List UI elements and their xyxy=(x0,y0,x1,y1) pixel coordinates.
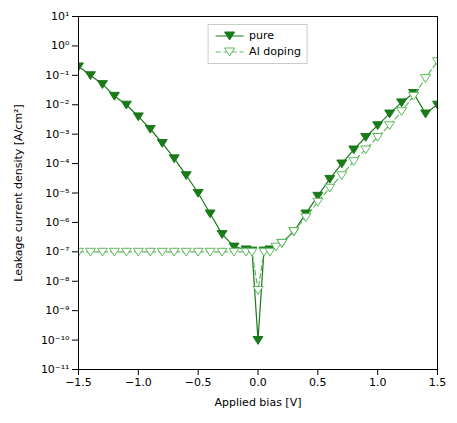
svg-text:10⁻⁴: 10⁻⁴ xyxy=(45,157,70,170)
svg-text:1.0: 1.0 xyxy=(369,376,387,389)
svg-text:10⁻¹⁰: 10⁻¹⁰ xyxy=(41,334,70,347)
svg-text:Leakage current density [A/cm²: Leakage current density [A/cm²] xyxy=(12,104,25,282)
svg-text:0.5: 0.5 xyxy=(309,376,327,389)
svg-text:10⁻⁹: 10⁻⁹ xyxy=(45,304,69,317)
svg-text:1.5: 1.5 xyxy=(429,376,447,389)
svg-text:10⁻⁷: 10⁻⁷ xyxy=(45,245,69,258)
svg-text:Applied bias [V]: Applied bias [V] xyxy=(215,396,302,409)
svg-text:10⁻¹¹: 10⁻¹¹ xyxy=(41,363,70,376)
svg-text:−1.5: −1.5 xyxy=(65,376,92,389)
svg-text:10⁻¹: 10⁻¹ xyxy=(45,69,69,82)
svg-text:10⁻⁶: 10⁻⁶ xyxy=(45,216,70,229)
svg-text:10⁻²: 10⁻² xyxy=(45,98,69,111)
svg-text:−1.0: −1.0 xyxy=(125,376,152,389)
svg-text:0.0: 0.0 xyxy=(249,376,267,389)
svg-text:10⁻⁵: 10⁻⁵ xyxy=(45,187,69,200)
svg-text:10⁻³: 10⁻³ xyxy=(45,128,69,141)
svg-text:10⁰: 10⁰ xyxy=(51,39,70,52)
svg-text:10⁻⁸: 10⁻⁸ xyxy=(45,275,70,288)
svg-text:−0.5: −0.5 xyxy=(185,376,212,389)
html-text:Al doping: Al doping xyxy=(249,45,301,58)
svg-text:10¹: 10¹ xyxy=(51,10,69,23)
html-text:pure: pure xyxy=(249,29,275,42)
